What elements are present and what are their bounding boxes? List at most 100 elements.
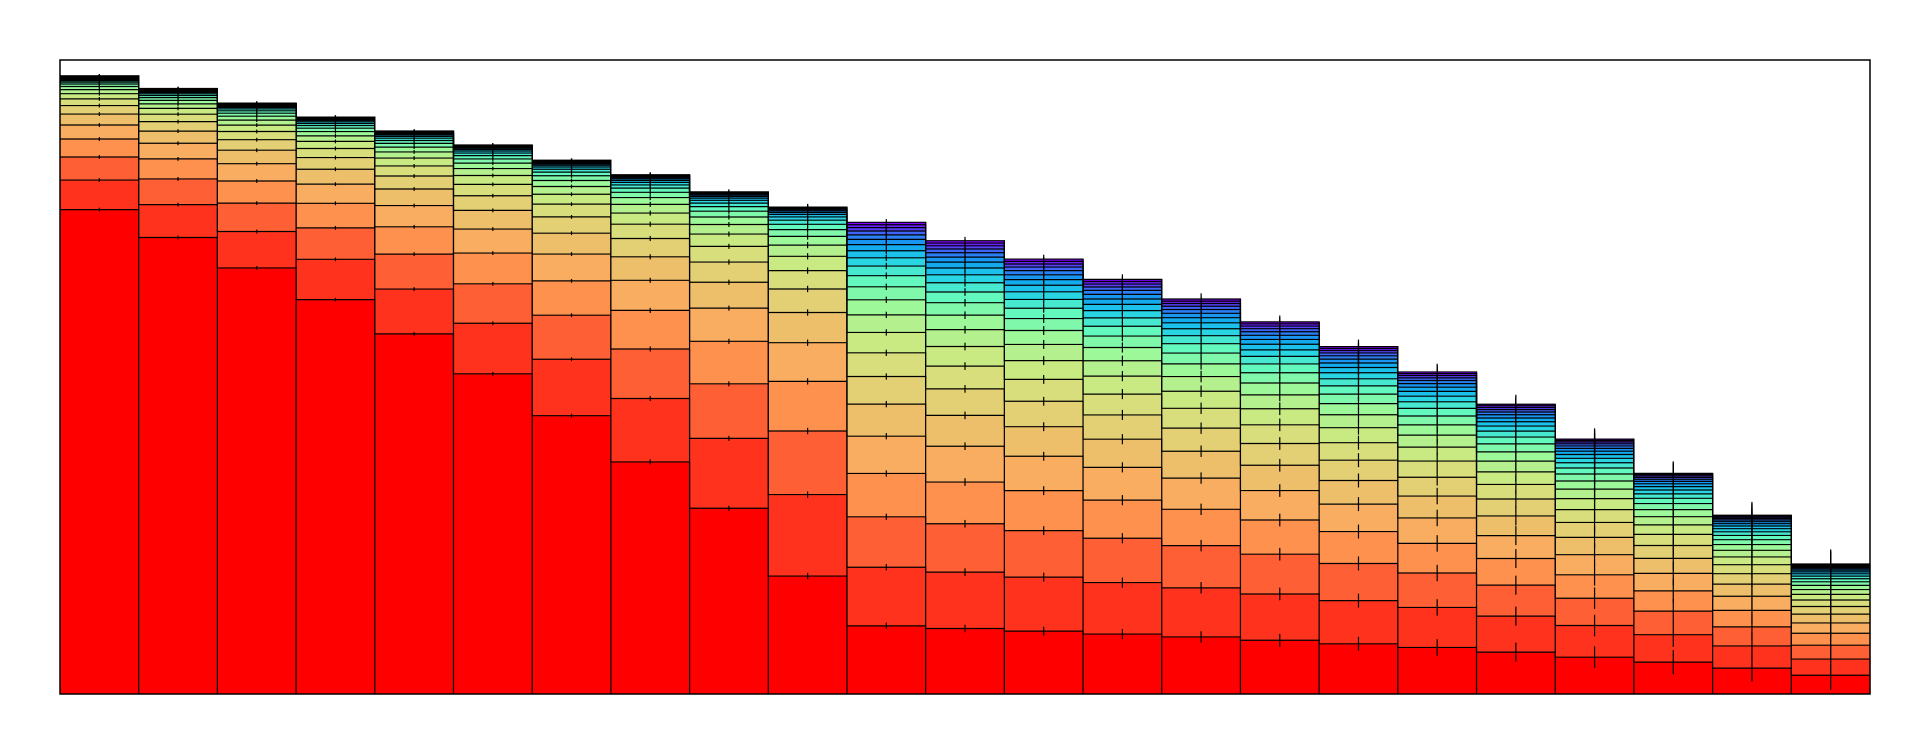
bar-segment xyxy=(689,341,769,384)
bar-segment xyxy=(532,280,612,316)
bar-segment xyxy=(374,147,455,152)
bar-segment xyxy=(846,436,927,474)
bar-segment xyxy=(1083,500,1163,539)
bar-segment xyxy=(296,141,376,149)
bar-segment xyxy=(1397,496,1478,518)
bar-segment xyxy=(846,376,927,405)
bar-segment xyxy=(532,175,612,181)
bar-segment xyxy=(1161,509,1242,546)
bar-segment xyxy=(1555,574,1635,599)
bar-segment xyxy=(374,205,455,227)
bar-segment xyxy=(1319,643,1399,694)
bar-segment xyxy=(374,176,455,189)
bar-segment xyxy=(1161,391,1242,409)
bar-segment xyxy=(374,333,455,694)
bar-segment xyxy=(1083,376,1163,395)
bar-segment xyxy=(689,217,769,225)
bar-segment xyxy=(1476,535,1556,559)
bar-segment xyxy=(689,246,769,263)
bar-segment xyxy=(846,473,927,517)
bar-segment xyxy=(846,266,927,276)
bar-segment xyxy=(1004,530,1084,578)
bar-segment xyxy=(610,224,691,239)
bar-segment xyxy=(296,184,376,204)
bar-segment xyxy=(846,404,927,437)
bar-segment xyxy=(610,192,691,198)
bar-segment xyxy=(1319,480,1399,505)
bar-segment xyxy=(768,256,848,271)
bar-segment xyxy=(1004,426,1084,457)
bar-segment xyxy=(60,114,140,126)
bar-segment xyxy=(532,254,612,281)
bar-segment xyxy=(138,204,218,238)
bar-segment xyxy=(846,314,927,333)
bar-segment xyxy=(374,188,455,206)
bar-segment xyxy=(610,280,691,311)
bar-segment xyxy=(60,98,140,106)
bar-segment xyxy=(374,254,455,290)
bar-segment xyxy=(689,282,769,309)
bar-segment xyxy=(1004,379,1084,402)
bar-segment xyxy=(374,289,455,334)
bar-segment xyxy=(374,158,455,166)
bar-segment xyxy=(138,103,218,109)
bar-segment xyxy=(610,204,691,214)
bar-segment xyxy=(689,262,769,283)
bar-segment xyxy=(1161,428,1242,452)
bar-segment xyxy=(925,388,1005,416)
bar-segment xyxy=(532,315,612,360)
bar-segment xyxy=(296,131,376,136)
bar-segment xyxy=(374,165,455,177)
bar-segment xyxy=(1083,467,1163,501)
bar-segment xyxy=(453,373,533,694)
bar-segment xyxy=(60,125,140,140)
bar-segment xyxy=(925,482,1005,524)
bar-segment xyxy=(453,158,533,164)
bar-segment xyxy=(138,143,218,159)
bar-segment xyxy=(453,168,533,176)
bar-segment xyxy=(138,178,218,205)
bar-segment xyxy=(1161,587,1242,637)
bar-segment xyxy=(846,352,927,377)
bar-segment xyxy=(296,227,376,260)
bar-segment xyxy=(610,461,691,694)
bar-segment xyxy=(846,286,927,300)
bar-segment xyxy=(846,516,927,568)
bar-segment xyxy=(217,180,297,204)
bar-segment xyxy=(532,415,612,694)
plot-frame xyxy=(59,59,1871,695)
bar-segment xyxy=(610,398,691,462)
bar-segment xyxy=(768,229,848,237)
bar-segment xyxy=(453,163,533,169)
bar-segment xyxy=(1397,477,1478,497)
bar-segment xyxy=(689,308,769,342)
bar-segment xyxy=(846,250,927,258)
bar-segment xyxy=(1240,443,1320,466)
bar-segment xyxy=(60,180,140,210)
bar-segment xyxy=(689,234,769,247)
bar-segment xyxy=(1004,577,1084,632)
bar-segment xyxy=(925,282,1005,292)
bar-segment xyxy=(768,245,848,257)
bar-segment xyxy=(532,186,612,195)
bar-segment xyxy=(453,210,533,230)
bar-segment xyxy=(689,224,769,235)
bar-segment xyxy=(453,195,533,211)
bar-segment xyxy=(846,299,927,315)
bar-segment xyxy=(1083,582,1163,635)
bar-segment xyxy=(768,576,848,694)
bar-segment xyxy=(1083,634,1163,694)
bar-segment xyxy=(138,121,218,132)
bar-segment xyxy=(217,203,297,232)
bar-segment xyxy=(453,175,533,185)
bar-segment xyxy=(60,139,140,158)
bar-segment xyxy=(60,209,140,694)
bar-segment xyxy=(453,323,533,374)
bar-segment xyxy=(610,256,691,281)
bar-segment xyxy=(217,150,297,164)
bar-segment xyxy=(1240,554,1320,594)
bar-segment xyxy=(1004,360,1084,380)
bar-segment xyxy=(138,114,218,122)
bar-segment xyxy=(925,446,1005,483)
